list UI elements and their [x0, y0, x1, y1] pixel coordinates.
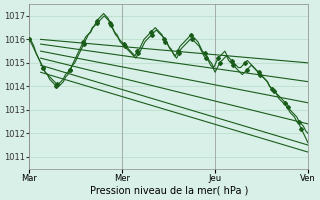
X-axis label: Pression niveau de la mer( hPa ): Pression niveau de la mer( hPa ) [90, 186, 248, 196]
